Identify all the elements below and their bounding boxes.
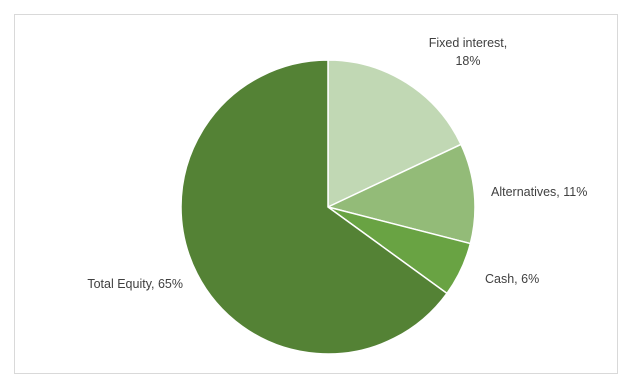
slice-label-line: Fixed interest, xyxy=(429,36,508,50)
pie-slice-total-equity xyxy=(180,59,448,355)
slice-label-line: 18% xyxy=(455,54,480,68)
slice-label-cash: Cash, 6% xyxy=(485,272,539,286)
slice-label-line: Cash, 6% xyxy=(485,272,539,286)
pie-slice-fixed-interest xyxy=(327,59,463,209)
slice-label-line: Total Equity, 65% xyxy=(87,277,183,291)
pie-slice-alternatives xyxy=(325,143,476,245)
slice-label-fixed-interest: Fixed interest, 18% xyxy=(429,36,508,68)
slice-label-alternatives: Alternatives, 11% xyxy=(491,185,587,199)
slice-label-line: Alternatives, 11% xyxy=(491,185,587,199)
slice-label-total-equity: Total Equity, 65% xyxy=(87,277,183,291)
